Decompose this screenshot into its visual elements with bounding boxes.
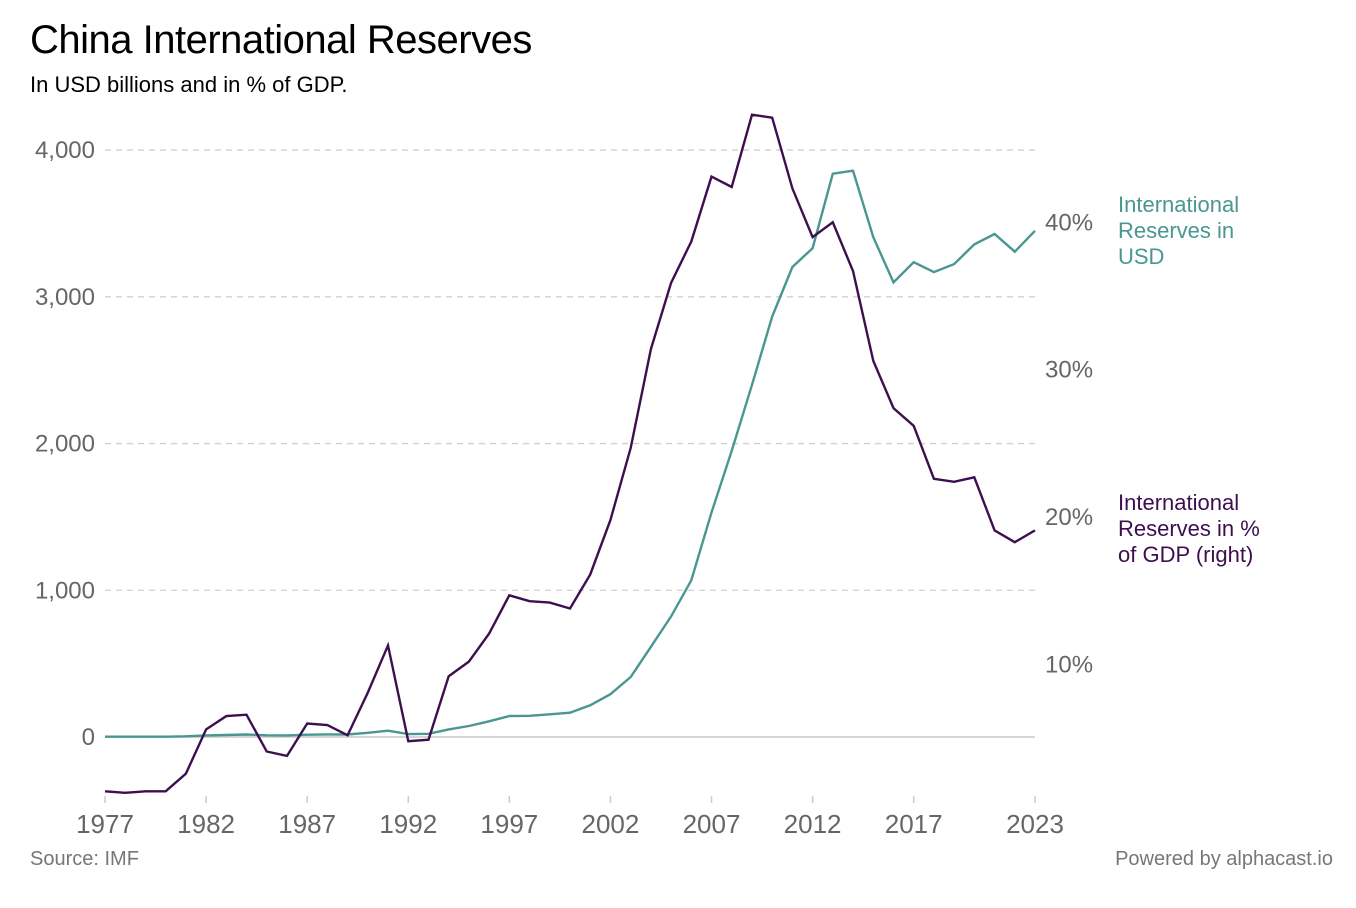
legend-label: USD: [1118, 244, 1164, 269]
x-tick-label: 1977: [76, 809, 134, 839]
y-tick-label: 1,000: [35, 577, 95, 604]
legend-label: International: [1118, 490, 1239, 515]
x-tick-label: 1992: [379, 809, 437, 839]
legend-label: Reserves in: [1118, 218, 1234, 243]
source-note: Source: IMF: [30, 848, 139, 870]
x-tick-label: 2017: [885, 809, 943, 839]
legend-label: International: [1118, 192, 1239, 217]
y2-tick-label: 10%: [1045, 652, 1093, 679]
powered-by-link[interactable]: Powered by alphacast.io: [1115, 848, 1333, 870]
y2-tick-label: 30%: [1045, 357, 1093, 384]
legend-label: of GDP (right): [1118, 542, 1253, 567]
y-tick-label: 2,000: [35, 431, 95, 458]
y-tick-label: 4,000: [35, 137, 95, 164]
chart-subtitle: In USD billions and in % of GDP.: [30, 72, 348, 97]
series-line-usd: [105, 169, 1036, 738]
series-line-gdp-pct: [104, 113, 1036, 795]
y2-tick-label: 40%: [1045, 209, 1093, 236]
y-tick-label: 3,000: [35, 284, 95, 311]
y2-tick-label: 20%: [1045, 504, 1093, 531]
x-tick-label: 2023: [1006, 809, 1064, 839]
x-tick-label: 1997: [480, 809, 538, 839]
x-tick-label: 2002: [582, 809, 640, 839]
chart-title: China International Reserves: [30, 18, 532, 62]
y-tick-label: 0: [82, 724, 95, 751]
x-tick-label: 1987: [278, 809, 336, 839]
x-tick-label: 1982: [177, 809, 235, 839]
x-tick-label: 2007: [683, 809, 741, 839]
x-tick-label: 2012: [784, 809, 842, 839]
legend-label: Reserves in %: [1118, 516, 1260, 541]
